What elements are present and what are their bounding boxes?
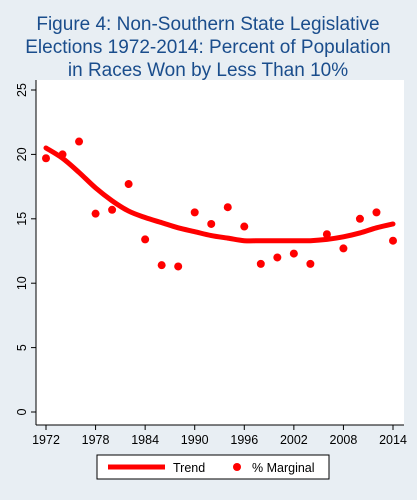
y-tick-label: 10 bbox=[15, 276, 29, 290]
marginal-point bbox=[372, 208, 381, 217]
marginal-point bbox=[273, 253, 282, 262]
y-tick-label: 0 bbox=[15, 408, 29, 415]
legend: Trend % Marginal bbox=[96, 454, 330, 480]
marginal-point bbox=[75, 137, 84, 146]
marginal-point bbox=[108, 205, 117, 214]
trend-line bbox=[43, 145, 396, 244]
x-tick-label: 2014 bbox=[379, 433, 407, 447]
x-tick-label: 1996 bbox=[230, 433, 258, 447]
chart-title-line-2: Elections 1972-2014: Percent of Populati… bbox=[25, 37, 390, 58]
x-tick-label: 1978 bbox=[82, 433, 110, 447]
legend-trend-label: Trend bbox=[173, 461, 205, 475]
chart-title-line-3: in Races Won by Less Than 10% bbox=[68, 60, 348, 81]
legend-marginal-swatch bbox=[233, 463, 241, 471]
axes-layer: 0 5 10 15 20 25 1972 1978 1984 1990 1996 2002 2008 20… bbox=[15, 80, 407, 447]
marginal-point bbox=[157, 261, 166, 270]
legend-marginal-label: % Marginal bbox=[252, 461, 315, 475]
y-tick-label: 25 bbox=[15, 83, 29, 97]
marginal-point bbox=[306, 259, 315, 268]
marginal-point bbox=[91, 209, 100, 218]
y-tick-label: 15 bbox=[15, 212, 29, 226]
y-tick-label: 5 bbox=[15, 344, 29, 351]
y-tick-label: 20 bbox=[15, 147, 29, 161]
marginal-point bbox=[190, 208, 199, 217]
marginal-point bbox=[322, 230, 331, 239]
plot-area bbox=[36, 80, 404, 425]
x-tick-label: 2002 bbox=[280, 433, 308, 447]
marginal-point bbox=[141, 235, 150, 244]
x-tick-label: 1972 bbox=[32, 433, 60, 447]
marginal-point bbox=[124, 180, 133, 189]
marginal-point bbox=[389, 236, 397, 245]
points-layer bbox=[42, 137, 397, 271]
x-tick-label: 1990 bbox=[181, 433, 209, 447]
marginal-point bbox=[223, 203, 232, 212]
trend-layer bbox=[43, 145, 396, 244]
marginal-point bbox=[42, 154, 50, 163]
marginal-point bbox=[58, 150, 67, 159]
marginal-point bbox=[240, 222, 249, 231]
marginal-point bbox=[355, 214, 364, 223]
marginal-point bbox=[174, 262, 183, 271]
x-tick-label: 1984 bbox=[131, 433, 159, 447]
marginal-point bbox=[207, 219, 216, 228]
chart-title-line-1: Figure 4: Non-Southern State Legislative bbox=[36, 14, 379, 35]
x-tick-label: 2008 bbox=[330, 433, 358, 447]
marginal-point bbox=[289, 249, 298, 258]
marginal-point bbox=[256, 259, 265, 268]
marginal-point bbox=[339, 244, 348, 253]
